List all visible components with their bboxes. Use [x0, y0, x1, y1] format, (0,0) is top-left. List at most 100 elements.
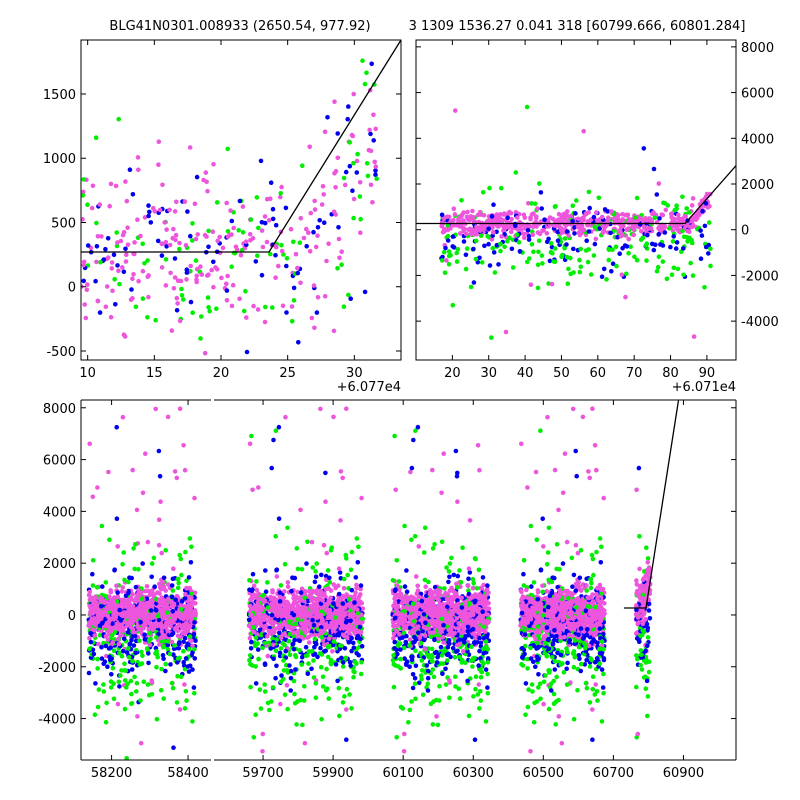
season-ytick-label: 2000 — [741, 178, 774, 193]
full-data-point — [277, 599, 283, 604]
zoom-data-point — [172, 256, 178, 261]
zoom-data-point — [343, 169, 349, 175]
season-data-point — [606, 257, 612, 263]
full-data-point — [122, 577, 127, 583]
full-data-point — [265, 700, 271, 706]
full-data-point — [127, 575, 132, 580]
full-data-point — [336, 620, 342, 625]
zoom-xtick-label: 25 — [279, 366, 296, 381]
full-data-point — [178, 607, 184, 612]
season-data-point — [507, 235, 512, 241]
zoom-data-point — [370, 2, 375, 7]
zoom-data-point — [236, 228, 241, 233]
zoom-data-point — [124, 252, 129, 257]
zoom-data-point — [133, 304, 139, 310]
zoom-data-point — [193, 236, 199, 242]
season-data-point — [574, 198, 579, 203]
full-data-point — [338, 469, 344, 474]
full-data-point — [473, 674, 479, 679]
zoom-data-point — [115, 263, 120, 268]
zoom-data-point — [142, 215, 148, 220]
zoom-data-point — [307, 249, 313, 254]
season-data-point — [515, 227, 521, 232]
season-data-point — [689, 240, 695, 246]
full-data-point — [154, 716, 160, 722]
full-data-point — [350, 627, 356, 632]
full-data-point — [128, 617, 134, 622]
full-data-point — [485, 685, 490, 690]
season-data-point — [489, 237, 495, 242]
full-data-point — [318, 625, 324, 630]
full-data-point — [90, 583, 96, 588]
zoom-data-point — [251, 303, 256, 309]
full-data-point — [106, 469, 111, 475]
season-data-point — [468, 284, 474, 290]
full-data-point — [148, 615, 154, 620]
full-data-point — [311, 652, 316, 658]
season-data-point — [547, 258, 553, 264]
season-data-point — [690, 222, 696, 228]
season-data-point — [625, 212, 631, 218]
zoom-data-point — [339, 249, 345, 254]
season-data-point — [632, 215, 638, 220]
full-data-point — [290, 642, 296, 647]
season-data-point — [637, 222, 643, 227]
zoom-data-point — [167, 207, 172, 213]
season-data-point — [492, 270, 498, 275]
season-data-point — [477, 210, 483, 215]
full-data-point — [115, 701, 121, 707]
season-ytick-label: 8000 — [741, 41, 774, 56]
zoom-data-point — [319, 202, 325, 207]
full-data-point — [339, 655, 344, 661]
full-data-point — [336, 591, 342, 597]
zoom-data-point — [291, 285, 297, 291]
zoom-data-point — [183, 243, 189, 248]
full-data-point — [352, 600, 357, 605]
zoom-data-point — [365, 173, 371, 179]
season-data-point — [581, 128, 586, 134]
full-data-point — [248, 612, 254, 618]
zoom-data-point — [135, 155, 141, 160]
zoom-data-point — [291, 239, 296, 245]
season-data-point — [700, 208, 705, 214]
full-data-point — [421, 550, 427, 555]
full-data-point — [310, 617, 315, 623]
full-data-point — [320, 684, 326, 689]
full-data-point — [422, 577, 428, 583]
zoom-data-point — [217, 234, 222, 240]
full-data-point — [192, 616, 197, 622]
zoom-data-point — [127, 167, 133, 172]
season-data-point — [654, 269, 660, 274]
full-data-point — [331, 414, 336, 420]
zoom-data-point — [270, 305, 275, 310]
full-data-point — [88, 630, 93, 636]
full-data-point — [134, 689, 139, 694]
full-data-point — [175, 673, 180, 679]
zoom-data-point — [94, 244, 100, 249]
full-data-point — [276, 516, 282, 521]
full-data-point — [247, 603, 253, 609]
zoom-data-point — [335, 266, 340, 271]
full-data-point — [302, 740, 308, 746]
zoom-data-point — [370, 200, 375, 205]
season-data-point — [555, 229, 560, 235]
zoom-data-point — [339, 262, 344, 268]
season-data-point — [559, 228, 564, 233]
full-data-point — [120, 585, 125, 590]
full-data-point — [294, 722, 299, 727]
full-data-point — [277, 630, 282, 635]
zoom-data-point — [118, 238, 124, 244]
full-data-point — [338, 608, 344, 613]
season-data-point — [568, 271, 573, 277]
full-data-point — [268, 620, 273, 625]
season-data-point — [443, 245, 448, 251]
season-data-point — [529, 201, 534, 206]
season-data-point — [503, 329, 509, 335]
full-data-point — [278, 603, 283, 609]
full-data-point — [422, 525, 428, 531]
zoom-data-point — [115, 240, 120, 245]
zoom-data-point — [194, 277, 199, 282]
season-data-point — [485, 234, 491, 239]
full-data-point — [300, 626, 306, 632]
